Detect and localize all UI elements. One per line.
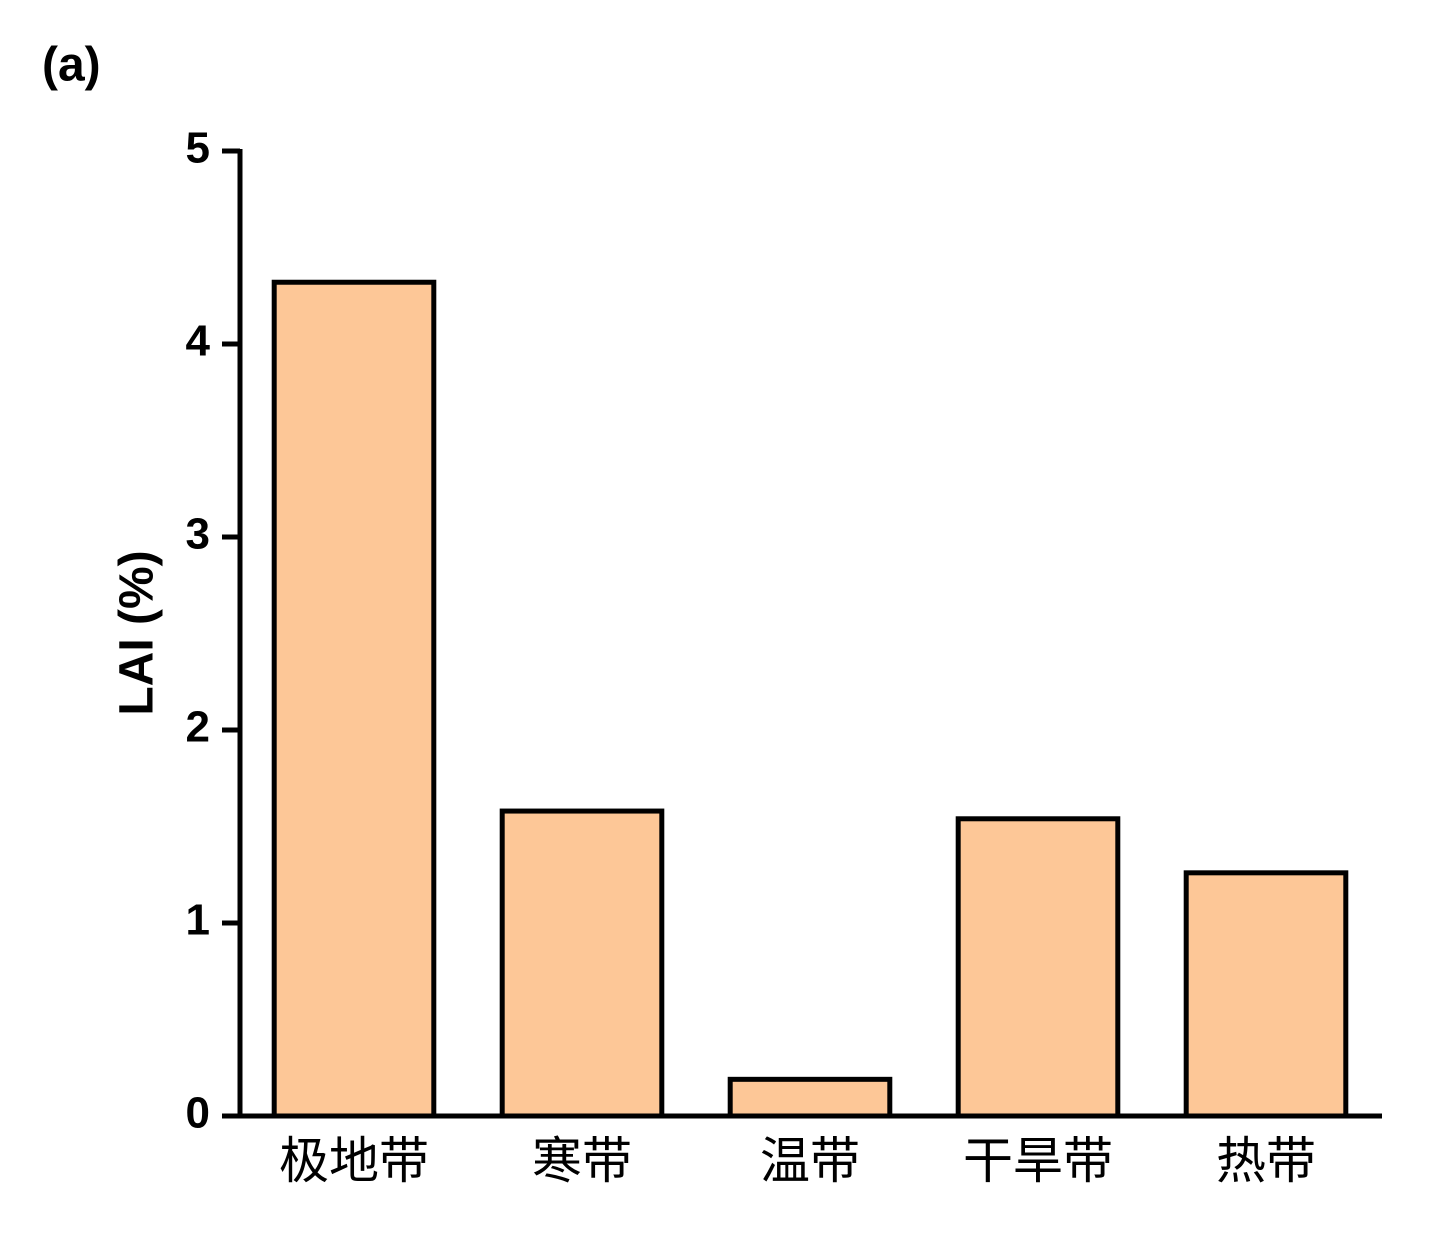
x-tick-label: 干旱带 [963, 1132, 1113, 1190]
x-tick-label: 温带 [760, 1132, 860, 1190]
y-tick-label: 4 [186, 317, 211, 366]
x-tick-label: 热带 [1216, 1132, 1316, 1190]
bar [955, 816, 1121, 1119]
y-tick-label: 0 [186, 1089, 210, 1138]
bar [271, 279, 437, 1119]
panel-label: (a) [42, 39, 101, 92]
x-tick-label: 极地带 [279, 1132, 429, 1190]
y-tick-label: 3 [186, 510, 210, 559]
x-tick-label: 寒带 [532, 1132, 632, 1190]
y-tick-label: 2 [186, 703, 210, 752]
y-tick-label: 1 [186, 896, 210, 945]
bar [499, 808, 665, 1119]
bar [727, 1076, 893, 1119]
y-axis-label: LAI (%) [111, 550, 164, 715]
y-tick-label: 5 [186, 124, 210, 173]
bar [1183, 870, 1349, 1119]
